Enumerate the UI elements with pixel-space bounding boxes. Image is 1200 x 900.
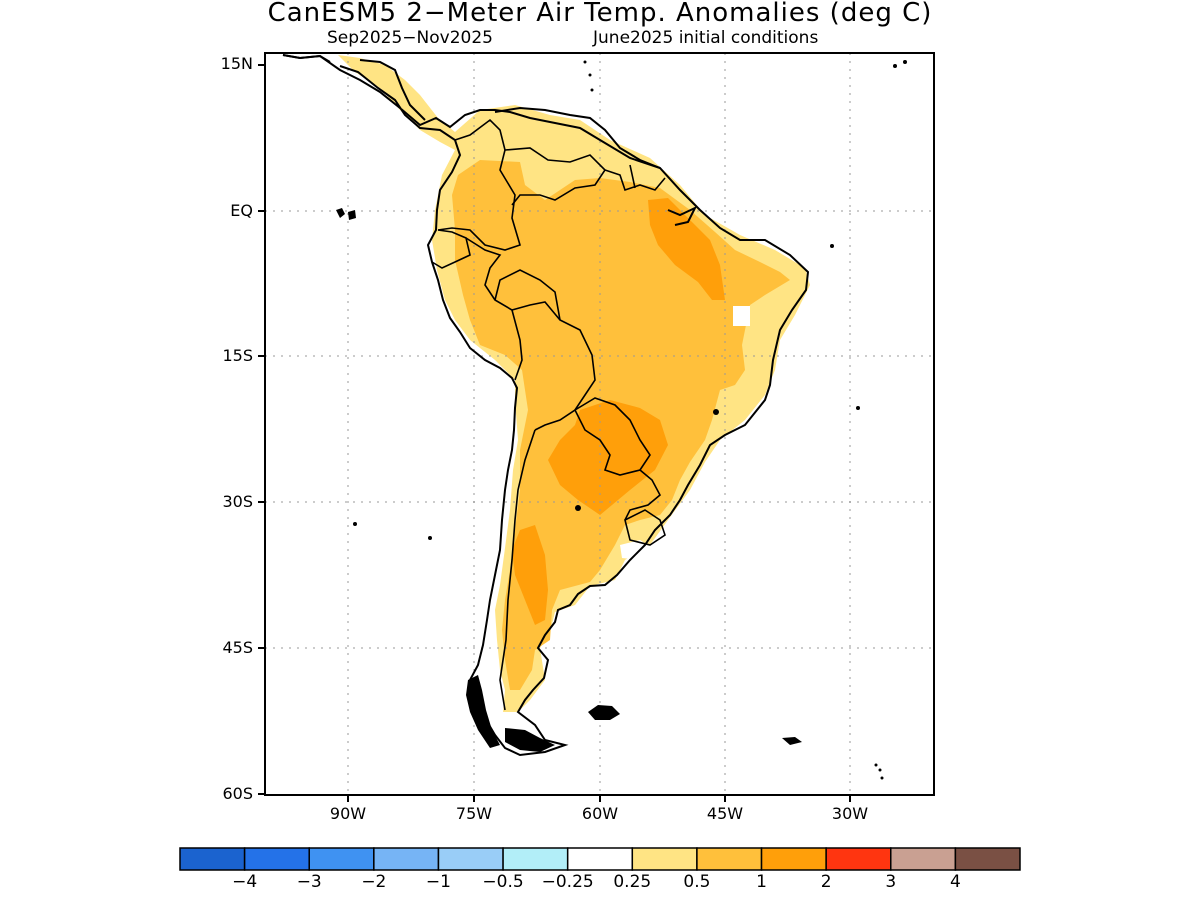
lat-label-30s: 30S <box>222 492 253 511</box>
lon-label-90w: 90W <box>329 804 367 823</box>
border-colombia <box>437 118 521 251</box>
islands <box>336 60 907 780</box>
colorbar-swatch-2 <box>308 847 375 871</box>
colorbar-swatch-11 <box>890 847 957 871</box>
colorbar-swatch-3 <box>373 847 440 871</box>
colorbar-swatch-12 <box>954 847 1021 871</box>
anomaly-shading <box>338 55 810 712</box>
colorbar-swatch-0 <box>179 847 246 871</box>
colorbar-label-2: −2 <box>361 872 387 892</box>
border-peru <box>465 237 523 381</box>
colorbar-swatch-8 <box>696 847 763 871</box>
colorbar-label-7: 0.5 <box>683 872 711 892</box>
galapagos <box>336 208 356 220</box>
anomaly-fill-neutral-1 <box>733 306 750 326</box>
lat-label-eq: EQ <box>230 201 253 220</box>
coastlines <box>282 54 810 757</box>
anomaly-fill-neutral-2 <box>620 540 655 560</box>
lon-label-60w: 60W <box>581 804 619 823</box>
lon-label-45w: 45W <box>706 804 744 823</box>
colorbar-swatch-5 <box>502 847 569 871</box>
border-venezuela <box>504 147 607 206</box>
colorbar-label-9: 2 <box>820 872 832 892</box>
colorbar-swatch-9 <box>760 847 827 871</box>
border-ecuador <box>431 229 471 269</box>
lat-label-45s: 45S <box>222 638 253 657</box>
south-georgia <box>782 737 802 745</box>
lon-label-30w: 30W <box>831 804 869 823</box>
chile-archipelago <box>466 675 500 748</box>
falkland-islands <box>588 705 620 720</box>
colorbar <box>179 847 1021 871</box>
colorbar-label-5: −0.25 <box>541 872 594 892</box>
colorbar-label-4: −0.5 <box>482 872 524 892</box>
border-chile-argentina <box>499 429 536 711</box>
lat-label-15s: 15S <box>222 346 253 365</box>
colorbar-label-10: 3 <box>885 872 897 892</box>
anomaly-fill-1-2-northeast <box>648 198 725 300</box>
anomaly-fill-1-2-andes <box>512 525 548 625</box>
central-america <box>282 54 426 121</box>
lat-label-60s: 60S <box>222 784 253 803</box>
colorbar-label-8: 1 <box>756 872 767 892</box>
init-conditions-subtitle: June2025 initial conditions <box>593 28 819 48</box>
border-guianas <box>604 164 666 192</box>
lat-label-15n: 15N <box>220 54 253 73</box>
amazon-delta <box>667 205 698 226</box>
colorbar-label-11: 4 <box>949 872 961 892</box>
tierra-del-fuego <box>505 728 555 752</box>
colorbar-label-0: −4 <box>232 872 258 892</box>
border-bolivia <box>511 301 596 431</box>
country-borders <box>431 118 666 711</box>
colorbar-label-3: −1 <box>425 872 451 892</box>
colorbar-label-1: −3 <box>296 872 322 892</box>
colorbar-swatch-7 <box>631 847 698 871</box>
colorbar-label-6: 0.25 <box>613 872 652 892</box>
border-argentina-brazil <box>624 469 662 521</box>
period-subtitle: Sep2025−Nov2025 <box>327 28 493 48</box>
venezuela-coast <box>494 106 661 169</box>
colorbar-swatch-10 <box>825 847 892 871</box>
border-brazil-bolivia <box>494 269 561 321</box>
colorbar-swatch-4 <box>437 847 504 871</box>
border-uruguay <box>624 509 666 546</box>
south-america-coastline <box>282 54 810 757</box>
colorbar-swatch-1 <box>243 847 310 871</box>
lon-label-75w: 75W <box>455 804 493 823</box>
map-title: CanESM5 2−Meter Air Temp. Anomalies (deg… <box>267 0 933 28</box>
axis-ticks <box>258 64 851 802</box>
colorbar-swatch-6 <box>566 847 634 871</box>
anomaly-fill-1-2-chaco <box>548 400 668 515</box>
